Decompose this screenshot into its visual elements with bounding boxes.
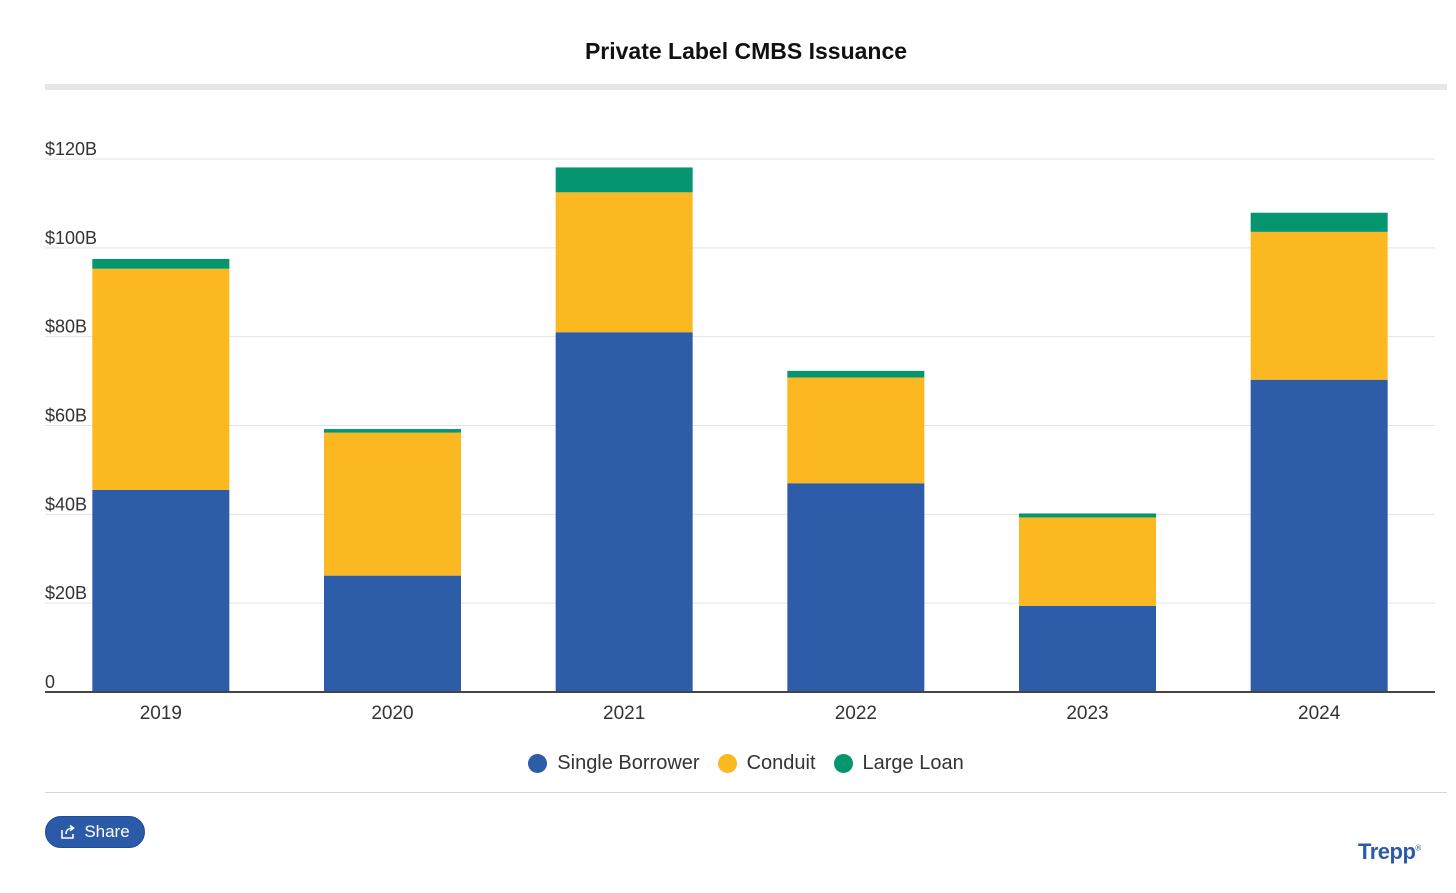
legend-item[interactable]: Single Borrower — [528, 752, 700, 775]
x-tick-label: 2022 — [835, 703, 877, 724]
footer-divider — [45, 792, 1447, 793]
x-tick-label: 2024 — [1298, 703, 1341, 724]
bar-segment — [92, 258, 230, 269]
logo-registered-mark: ® — [1415, 843, 1421, 853]
bar-segment — [1019, 605, 1156, 692]
bar-segment — [324, 432, 461, 576]
chart-title: Private Label CMBS Issuance — [584, 38, 908, 64]
bar-segment — [555, 332, 693, 692]
bar-segment — [1250, 231, 1388, 380]
title-divider — [45, 84, 1447, 90]
bar-segment — [324, 575, 461, 692]
bar-segment — [787, 377, 925, 484]
legend-swatch — [528, 754, 548, 773]
y-tick-label: $60B — [45, 406, 87, 426]
x-tick-label: 2020 — [371, 703, 413, 724]
y-tick-label: $80B — [45, 317, 87, 337]
y-tick-label: $100B — [45, 228, 97, 248]
legend-label: Large Loan — [862, 752, 964, 774]
y-tick-label: $120B — [45, 139, 97, 159]
x-tick-label: 2023 — [1066, 703, 1108, 724]
bar-segment — [1019, 513, 1156, 518]
bar-segment — [1019, 517, 1156, 606]
legend-item[interactable]: Large Loan — [833, 752, 964, 775]
legend-label: Single Borrower — [557, 752, 700, 774]
trepp-logo[interactable]: Trepp® — [1358, 839, 1421, 865]
bar-segment — [1250, 212, 1388, 232]
x-tick-label: 2019 — [140, 703, 182, 724]
y-tick-label: 0 — [45, 672, 55, 692]
bar-segment — [324, 429, 461, 433]
bar-segment — [555, 167, 693, 193]
share-label: Share — [84, 822, 130, 841]
bar-segment — [1250, 379, 1388, 692]
bar-segment — [92, 489, 230, 692]
bar-segment — [555, 192, 693, 333]
bar-segment — [787, 370, 925, 378]
legend-swatch — [717, 754, 737, 773]
y-tick-label: $20B — [45, 583, 87, 603]
legend-swatch — [833, 754, 853, 773]
legend-item[interactable]: Conduit — [717, 752, 816, 775]
y-tick-label: $40B — [45, 494, 87, 514]
share-icon — [61, 824, 76, 839]
logo-text: Trepp — [1358, 839, 1416, 864]
bar-segment — [787, 483, 925, 692]
share-button[interactable]: Share — [45, 816, 145, 848]
legend-label: Conduit — [746, 752, 816, 774]
x-tick-label: 2021 — [603, 703, 645, 724]
bar-segment — [92, 268, 230, 490]
chart-legend: Single Borrower Conduit Large Loan — [0, 752, 1456, 775]
